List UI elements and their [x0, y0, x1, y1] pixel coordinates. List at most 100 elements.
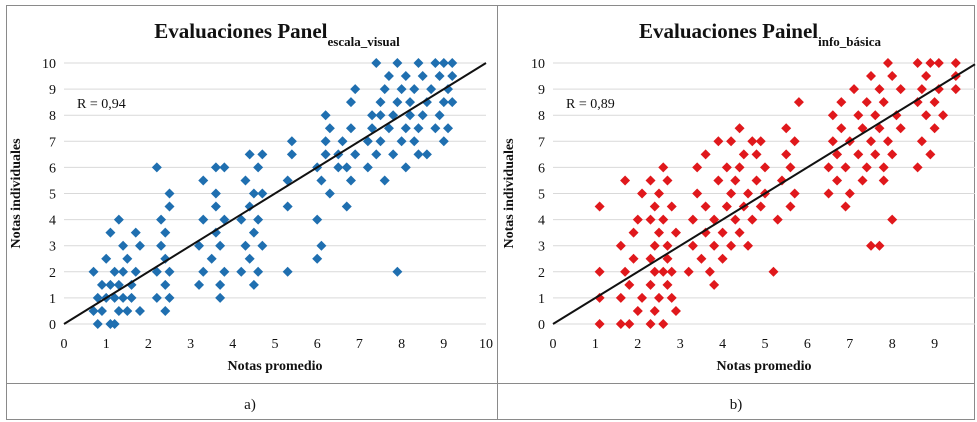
data-point	[118, 240, 129, 251]
data-point	[645, 175, 656, 186]
data-point	[840, 201, 851, 212]
caption-b: b)	[729, 397, 743, 413]
data-point	[721, 162, 732, 173]
y-tick-label: 1	[538, 292, 545, 307]
data-point	[392, 58, 403, 68]
data-point	[215, 292, 226, 303]
data-point	[861, 97, 872, 108]
data-point	[417, 110, 428, 121]
data-point	[350, 149, 361, 160]
data-point	[400, 123, 411, 134]
data-point	[827, 136, 838, 147]
y-tick-label: 8	[49, 109, 56, 124]
data-point	[324, 123, 335, 134]
data-point	[409, 136, 420, 147]
data-point	[912, 58, 923, 68]
data-point	[396, 84, 407, 95]
data-point	[130, 227, 141, 238]
data-point	[738, 149, 749, 160]
y-tick-label: 6	[538, 161, 545, 176]
data-point	[696, 253, 707, 264]
data-point	[747, 214, 758, 225]
data-point	[253, 162, 264, 173]
data-point	[938, 110, 949, 121]
caption-b-frame	[497, 383, 975, 420]
data-point	[320, 149, 331, 160]
data-point	[615, 292, 626, 303]
data-point	[118, 266, 129, 277]
data-point	[219, 162, 230, 173]
data-point	[649, 266, 660, 277]
x-tick-label: 0	[550, 337, 557, 352]
data-point	[113, 305, 124, 316]
x-tick-label: 8	[889, 337, 896, 352]
data-point	[853, 110, 864, 121]
data-point	[438, 136, 449, 147]
data-point	[887, 149, 898, 160]
data-point	[396, 136, 407, 147]
x-tick-label: 4	[719, 337, 726, 352]
data-point	[887, 214, 898, 225]
data-point	[713, 175, 724, 186]
data-point	[438, 97, 449, 108]
data-point	[857, 123, 868, 134]
y-tick-label: 4	[49, 214, 56, 229]
data-point	[134, 240, 145, 251]
data-point	[840, 162, 851, 173]
data-point	[755, 136, 766, 147]
data-point	[160, 305, 171, 316]
data-point	[215, 240, 226, 251]
data-point	[624, 279, 635, 290]
x-tick-label: 6	[804, 337, 811, 352]
data-point	[320, 110, 331, 121]
data-point	[244, 253, 255, 264]
data-point	[392, 266, 403, 277]
data-point	[916, 136, 927, 147]
data-point	[345, 123, 356, 134]
data-point	[443, 123, 454, 134]
data-point	[257, 188, 268, 199]
data-point	[743, 188, 754, 199]
data-point	[151, 292, 162, 303]
data-point	[164, 266, 175, 277]
data-point	[316, 240, 327, 251]
data-point	[122, 253, 133, 264]
x-tick-label: 9	[931, 337, 938, 352]
data-point	[793, 97, 804, 108]
data-point	[126, 279, 137, 290]
data-point	[658, 162, 669, 173]
x-tick-label: 5	[762, 337, 769, 352]
data-point	[760, 162, 770, 173]
data-point	[789, 136, 800, 147]
data-point	[717, 227, 728, 238]
data-point	[866, 240, 876, 251]
data-point	[286, 149, 297, 160]
x-tick-label: 7	[356, 337, 363, 352]
x-tick-label: 0	[61, 337, 68, 352]
data-point	[160, 253, 171, 264]
caption-a: a)	[244, 397, 256, 413]
data-point	[371, 58, 382, 68]
data-point	[836, 123, 847, 134]
data-point	[687, 214, 698, 225]
y-tick-label: 7	[49, 135, 56, 150]
data-point	[666, 292, 677, 303]
data-point	[96, 279, 107, 290]
x-axis-label: Notas promedio	[227, 359, 322, 374]
data-point	[248, 227, 259, 238]
data-point	[215, 279, 226, 290]
data-point	[151, 162, 162, 173]
y-tick-label: 9	[49, 83, 56, 98]
x-tick-label: 7	[846, 337, 853, 352]
data-point	[721, 201, 732, 212]
data-point	[379, 175, 390, 186]
data-point	[160, 227, 171, 238]
panel-b-frame	[497, 5, 975, 384]
data-point	[312, 253, 323, 264]
data-point	[164, 201, 175, 212]
data-point	[861, 162, 872, 173]
data-point	[620, 175, 631, 186]
data-point	[734, 123, 745, 134]
y-tick-label: 6	[49, 161, 56, 176]
